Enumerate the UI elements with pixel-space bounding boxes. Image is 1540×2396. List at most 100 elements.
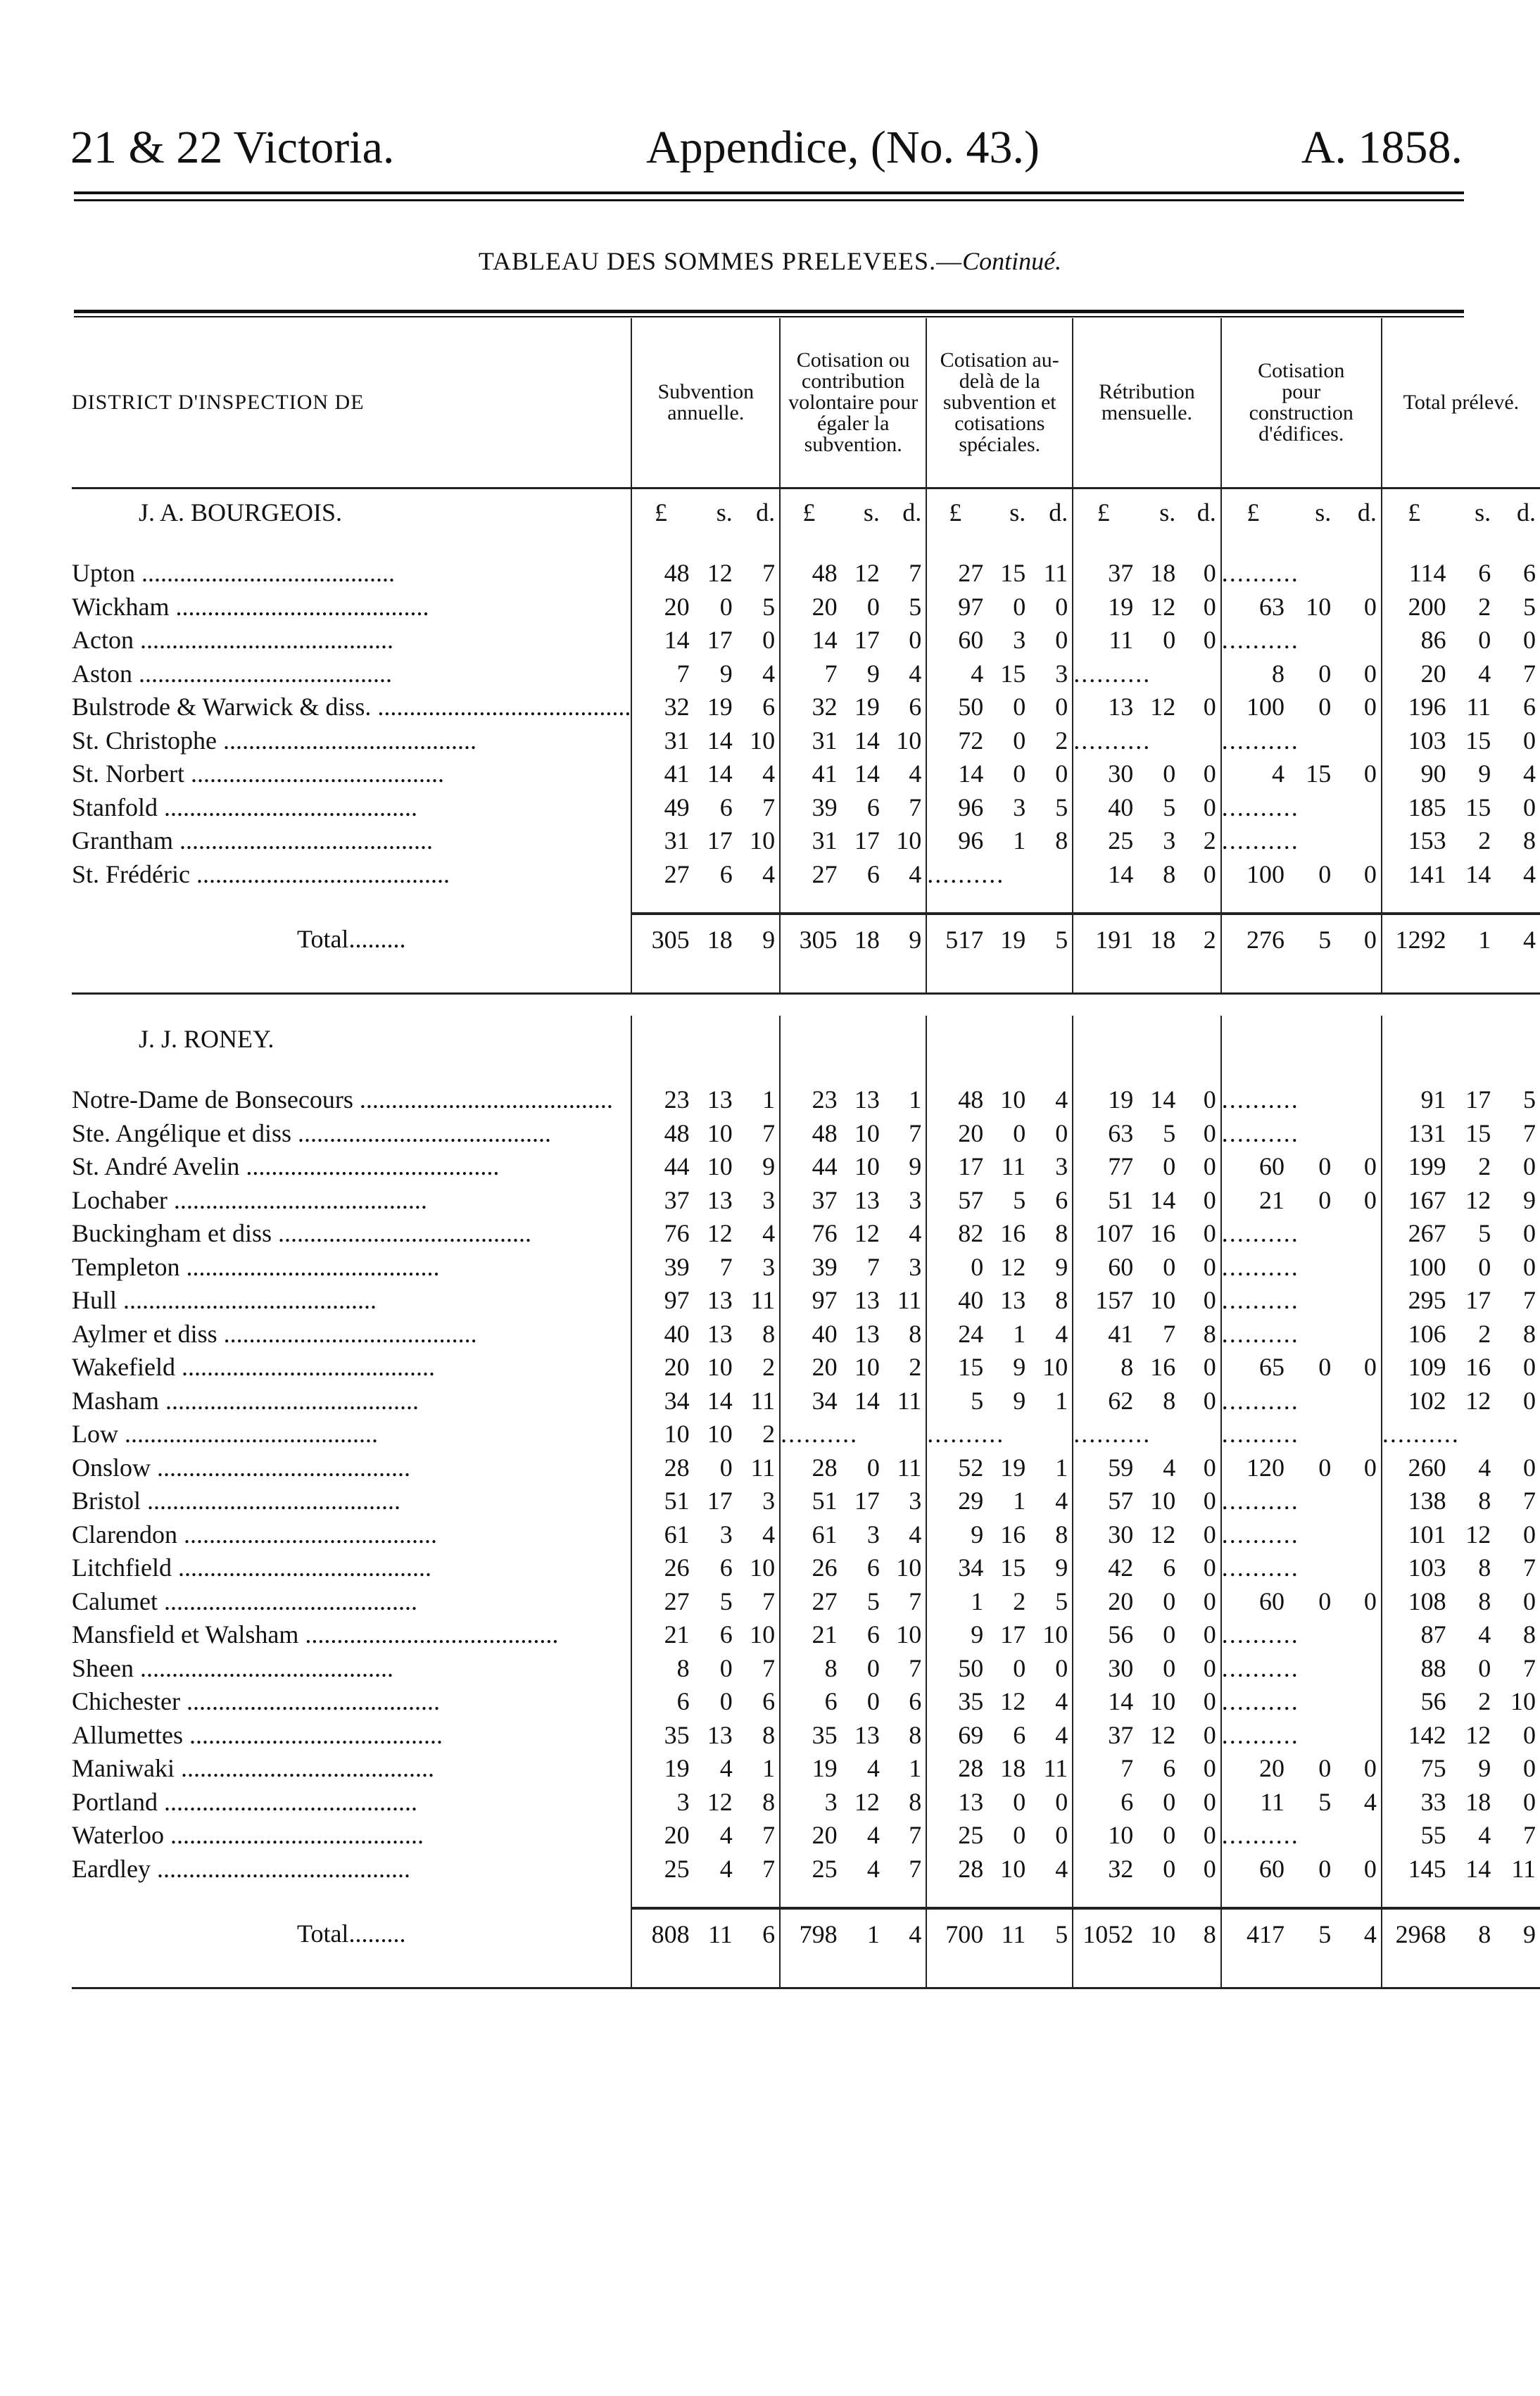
table-row: Onslow .................................… bbox=[72, 1451, 1540, 1484]
amount-pounds: 17 bbox=[926, 1150, 988, 1184]
amount-pounds: 75 bbox=[1380, 1752, 1451, 1786]
district-name: Allumettes .............................… bbox=[72, 1720, 443, 1749]
amount-pounds: 9 bbox=[926, 1618, 988, 1652]
amount-pence: 0 bbox=[1203, 1286, 1216, 1314]
amount-shillings: 17 bbox=[854, 1487, 880, 1515]
total-label-text: Total bbox=[296, 925, 349, 953]
amount-pence: 4 bbox=[762, 759, 776, 788]
amount-pence: 5 bbox=[1523, 592, 1536, 621]
amount-pence: 5 bbox=[1523, 1085, 1536, 1114]
amount-pounds: 305 bbox=[779, 912, 842, 964]
amount-pounds: 13 bbox=[926, 1785, 988, 1819]
amount-pence: 8 bbox=[1055, 1286, 1068, 1314]
total-spacer bbox=[72, 891, 1540, 914]
amount-shillings: 0 bbox=[719, 592, 733, 621]
amount-pence: 0 bbox=[1523, 1587, 1536, 1615]
amount-pounds: 100 bbox=[1220, 691, 1289, 724]
unit-label: d. bbox=[1049, 498, 1068, 527]
amount-blank: .......... bbox=[1220, 624, 1382, 657]
amount-pence: 5 bbox=[762, 592, 776, 621]
amount-pounds: 114 bbox=[1380, 557, 1451, 591]
amount-pence: 4 bbox=[1523, 759, 1536, 788]
amount-pence: 3 bbox=[909, 1185, 922, 1214]
district-name-text: Clarendon bbox=[72, 1520, 177, 1549]
amount-pounds: 27 bbox=[926, 557, 988, 591]
col-total: Total prélevé. bbox=[1380, 318, 1540, 489]
amount-shillings: 3 bbox=[1013, 626, 1026, 654]
district-name: Eardley ................................… bbox=[72, 1854, 410, 1883]
amount-pounds: 276 bbox=[1220, 912, 1289, 964]
amount-pence: 0 bbox=[1363, 1185, 1377, 1214]
district-name-text: Acton bbox=[72, 626, 134, 654]
district-name-text: Notre-Dame de Bonsecours bbox=[72, 1085, 353, 1114]
amount-shillings: 7 bbox=[1163, 1319, 1176, 1348]
amount-pounds: 14 bbox=[631, 624, 694, 657]
amount-pence: 0 bbox=[1523, 1219, 1536, 1247]
amount-pence: 3 bbox=[762, 1252, 776, 1281]
unit-label: d. bbox=[1517, 498, 1536, 527]
amount-pounds: 32 bbox=[779, 691, 842, 724]
amount-shillings: 0 bbox=[1163, 626, 1176, 654]
amount-shillings: 16 bbox=[1000, 1520, 1026, 1549]
amount-shillings: 9 bbox=[1478, 759, 1491, 788]
amount-pounds: 20 bbox=[631, 1351, 694, 1385]
amount-shillings: 19 bbox=[1000, 1453, 1026, 1482]
amount-shillings: 16 bbox=[1465, 1353, 1491, 1381]
amount-pence: 0 bbox=[1203, 1386, 1216, 1415]
amount-pounds: 27 bbox=[779, 1584, 842, 1618]
amount-shillings: 11 bbox=[987, 1907, 1030, 1959]
amount-blank: .......... bbox=[1220, 1317, 1382, 1351]
amount-pounds: 1 bbox=[926, 1584, 988, 1618]
district-name: Buckingham et diss .....................… bbox=[72, 1219, 531, 1247]
amount-pounds: 56 bbox=[1072, 1618, 1138, 1652]
amount-shillings: 14 bbox=[1465, 859, 1491, 888]
amount-pounds: 109 bbox=[1380, 1351, 1451, 1385]
amount-shillings: 8 bbox=[1163, 859, 1176, 888]
amount-shillings: 10 bbox=[707, 1152, 733, 1180]
amount-shillings: 17 bbox=[854, 626, 880, 654]
table-row: Calumet ................................… bbox=[72, 1584, 1540, 1618]
amount-pence: 0 bbox=[1203, 1453, 1216, 1482]
amount-shillings: 13 bbox=[854, 1286, 880, 1314]
amount-pence: 0 bbox=[1335, 912, 1382, 964]
header-session: 21 & 22 Victoria. bbox=[70, 122, 395, 173]
amount-shillings: 6 bbox=[866, 1620, 880, 1648]
district-name-text: Stanfold bbox=[72, 793, 158, 821]
amount-shillings: 5 bbox=[719, 1587, 733, 1615]
district-name: Aylmer et diss .........................… bbox=[72, 1319, 477, 1348]
district-name-text: Mansfield et Walsham bbox=[72, 1620, 299, 1648]
amount-pence: 0 bbox=[1203, 759, 1216, 788]
amount-pounds: 20 bbox=[1220, 1752, 1289, 1786]
amount-pounds: 6 bbox=[631, 1685, 694, 1719]
amount-shillings: 5 bbox=[1163, 1118, 1176, 1147]
amount-pounds: 35 bbox=[779, 1718, 842, 1752]
amount-pence: 3 bbox=[909, 1487, 922, 1515]
amount-pounds: 417 bbox=[1220, 1907, 1289, 1959]
amount-pounds: 90 bbox=[1380, 757, 1451, 791]
amount-shillings: 15 bbox=[1465, 726, 1491, 755]
section-spacer bbox=[72, 994, 1540, 1016]
amount-pence: 6 bbox=[909, 693, 922, 721]
amount-pence: 0 bbox=[1055, 693, 1068, 721]
amount-blank: .......... bbox=[1220, 1083, 1382, 1117]
amount-pence: 9 bbox=[1523, 1185, 1536, 1214]
amount-pounds: 41 bbox=[631, 757, 694, 791]
amount-pounds: 100 bbox=[1220, 857, 1289, 891]
amount-blank: .......... bbox=[1220, 1284, 1382, 1318]
amount-shillings: 1 bbox=[841, 1907, 884, 1959]
amount-shillings: 14 bbox=[707, 1386, 733, 1415]
total-row: Total......... 305 18 9 305 18 9 517 19 5 191 18 2 27… bbox=[72, 912, 1540, 964]
amount-pounds: 50 bbox=[926, 691, 988, 724]
amount-pounds: 24 bbox=[926, 1317, 988, 1351]
amount-blank: .......... bbox=[1220, 1250, 1382, 1284]
amount-shillings: 5 bbox=[1289, 1907, 1336, 1959]
amount-shillings: 10 bbox=[854, 1118, 880, 1147]
amount-pence: 0 bbox=[1203, 693, 1216, 721]
amount-pounds: 101 bbox=[1380, 1518, 1451, 1551]
total-label: Total......... bbox=[296, 925, 406, 953]
amount-pounds: 199 bbox=[1380, 1150, 1451, 1184]
amount-pounds: 20 bbox=[779, 590, 842, 624]
amount-pounds: 30 bbox=[1072, 757, 1138, 791]
amount-pounds: 97 bbox=[779, 1284, 842, 1318]
amount-pence: 8 bbox=[762, 1787, 776, 1816]
